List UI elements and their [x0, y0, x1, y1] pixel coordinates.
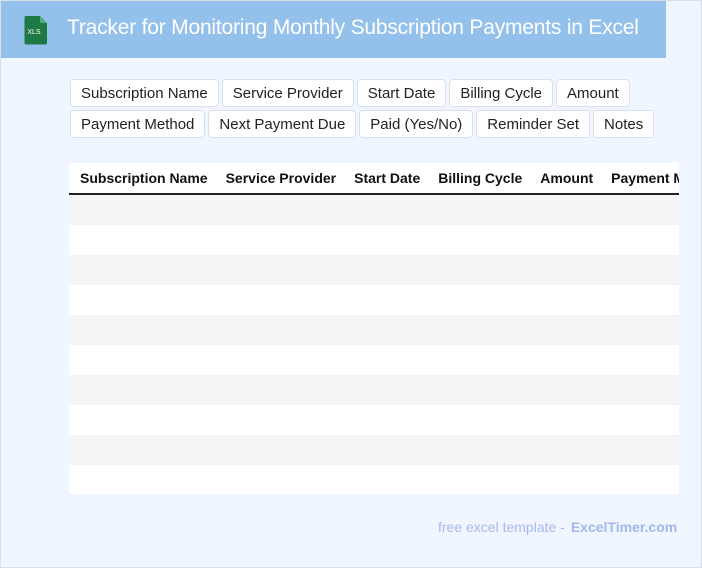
table-cell[interactable]	[529, 435, 601, 465]
table-cell[interactable]	[427, 465, 530, 494]
svg-text:XLS: XLS	[27, 29, 41, 36]
table-cell[interactable]	[600, 194, 679, 225]
table-cell[interactable]	[69, 435, 215, 465]
table-cell[interactable]	[343, 465, 428, 494]
table-cell[interactable]	[600, 315, 679, 345]
column-header: Billing Cycle	[427, 163, 530, 195]
table-cell[interactable]	[427, 345, 530, 375]
title-bar: XLS Tracker for Monitoring Monthly Subsc…	[1, 1, 666, 58]
field-chip: Service Provider	[221, 79, 354, 107]
table-cell[interactable]	[600, 285, 679, 315]
table-cell[interactable]	[427, 375, 530, 405]
field-chip: Paid (Yes/No)	[359, 110, 474, 138]
table-cell[interactable]	[343, 375, 428, 405]
table-cell[interactable]	[214, 375, 344, 405]
xls-file-icon: XLS	[24, 16, 47, 45]
table-cell[interactable]	[343, 315, 428, 345]
table-cell[interactable]	[529, 405, 601, 435]
column-header: Subscription Name	[69, 163, 215, 195]
page-title: Tracker for Monitoring Monthly Subscript…	[67, 16, 639, 39]
table-cell[interactable]	[69, 405, 215, 435]
table-cell[interactable]	[69, 375, 215, 405]
table-cell[interactable]	[427, 285, 530, 315]
tracker-table: Subscription Name Service Provider Start D…	[69, 163, 679, 494]
table-cell[interactable]	[529, 194, 601, 225]
table-cell[interactable]	[343, 405, 428, 435]
field-chip: Billing Cycle	[449, 79, 554, 107]
table-row	[69, 435, 679, 465]
table-row	[69, 255, 679, 285]
footer-text: free excel template -	[438, 519, 565, 535]
table-cell[interactable]	[69, 315, 215, 345]
table-cell[interactable]	[214, 285, 344, 315]
field-chip: Notes	[593, 110, 655, 138]
table-cell[interactable]	[600, 255, 679, 285]
column-header: Start Date	[343, 163, 428, 195]
column-header: Payment Method	[600, 163, 679, 195]
table-cell[interactable]	[600, 435, 679, 465]
table-row	[69, 375, 679, 405]
table-cell[interactable]	[69, 345, 215, 375]
table-cell[interactable]	[600, 225, 679, 255]
table-cell[interactable]	[214, 194, 344, 225]
table-cell[interactable]	[529, 315, 601, 345]
field-chip: Start Date	[356, 79, 447, 107]
table-cell[interactable]	[69, 255, 215, 285]
table-row	[69, 345, 679, 375]
table-cell[interactable]	[69, 194, 215, 225]
table-cell[interactable]	[600, 345, 679, 375]
footer: free excel template - ExcelTimer.com	[438, 519, 677, 535]
table-cell[interactable]	[343, 194, 428, 225]
table-cell[interactable]	[529, 225, 601, 255]
table-cell[interactable]	[69, 225, 215, 255]
table-cell[interactable]	[343, 285, 428, 315]
field-chip: Amount	[556, 79, 630, 107]
column-header: Service Provider	[214, 163, 344, 195]
field-chip: Payment Method	[70, 110, 206, 138]
column-header: Amount	[529, 163, 601, 195]
table-row	[69, 194, 679, 225]
table-cell[interactable]	[343, 345, 428, 375]
table-cell[interactable]	[529, 375, 601, 405]
table-cell[interactable]	[214, 405, 344, 435]
table-cell[interactable]	[427, 315, 530, 345]
table-cell[interactable]	[529, 345, 601, 375]
table-cell[interactable]	[427, 255, 530, 285]
table-cell[interactable]	[343, 225, 428, 255]
table-cell[interactable]	[427, 194, 530, 225]
table-row	[69, 285, 679, 315]
table-row	[69, 225, 679, 255]
table-cell[interactable]	[214, 435, 344, 465]
table-row	[69, 465, 679, 494]
field-chip: Next Payment Due	[208, 110, 357, 138]
field-chip: Subscription Name	[70, 79, 219, 107]
table-cell[interactable]	[69, 465, 215, 494]
field-list: Subscription Name Service Provider Start…	[70, 79, 670, 141]
table-header-row: Subscription Name Service Provider Start D…	[69, 163, 679, 195]
table-cell[interactable]	[427, 435, 530, 465]
table-cell[interactable]	[214, 465, 344, 494]
footer-brand-link[interactable]: ExcelTimer.com	[570, 519, 678, 535]
table-row	[69, 315, 679, 345]
table-cell[interactable]	[427, 225, 530, 255]
table-cell[interactable]	[214, 225, 344, 255]
field-chip: Reminder Set	[476, 110, 591, 138]
table-cell[interactable]	[427, 405, 530, 435]
table-cell[interactable]	[343, 435, 428, 465]
table-cell[interactable]	[343, 255, 428, 285]
table-cell[interactable]	[214, 255, 344, 285]
table-cell[interactable]	[529, 285, 601, 315]
table-cell[interactable]	[214, 345, 344, 375]
table-row	[69, 405, 679, 435]
table-cell[interactable]	[600, 405, 679, 435]
table-cell[interactable]	[529, 465, 601, 494]
table-cell[interactable]	[529, 255, 601, 285]
table-cell[interactable]	[214, 315, 344, 345]
table-cell[interactable]	[600, 465, 679, 494]
table-cell[interactable]	[69, 285, 215, 315]
table-cell[interactable]	[600, 375, 679, 405]
